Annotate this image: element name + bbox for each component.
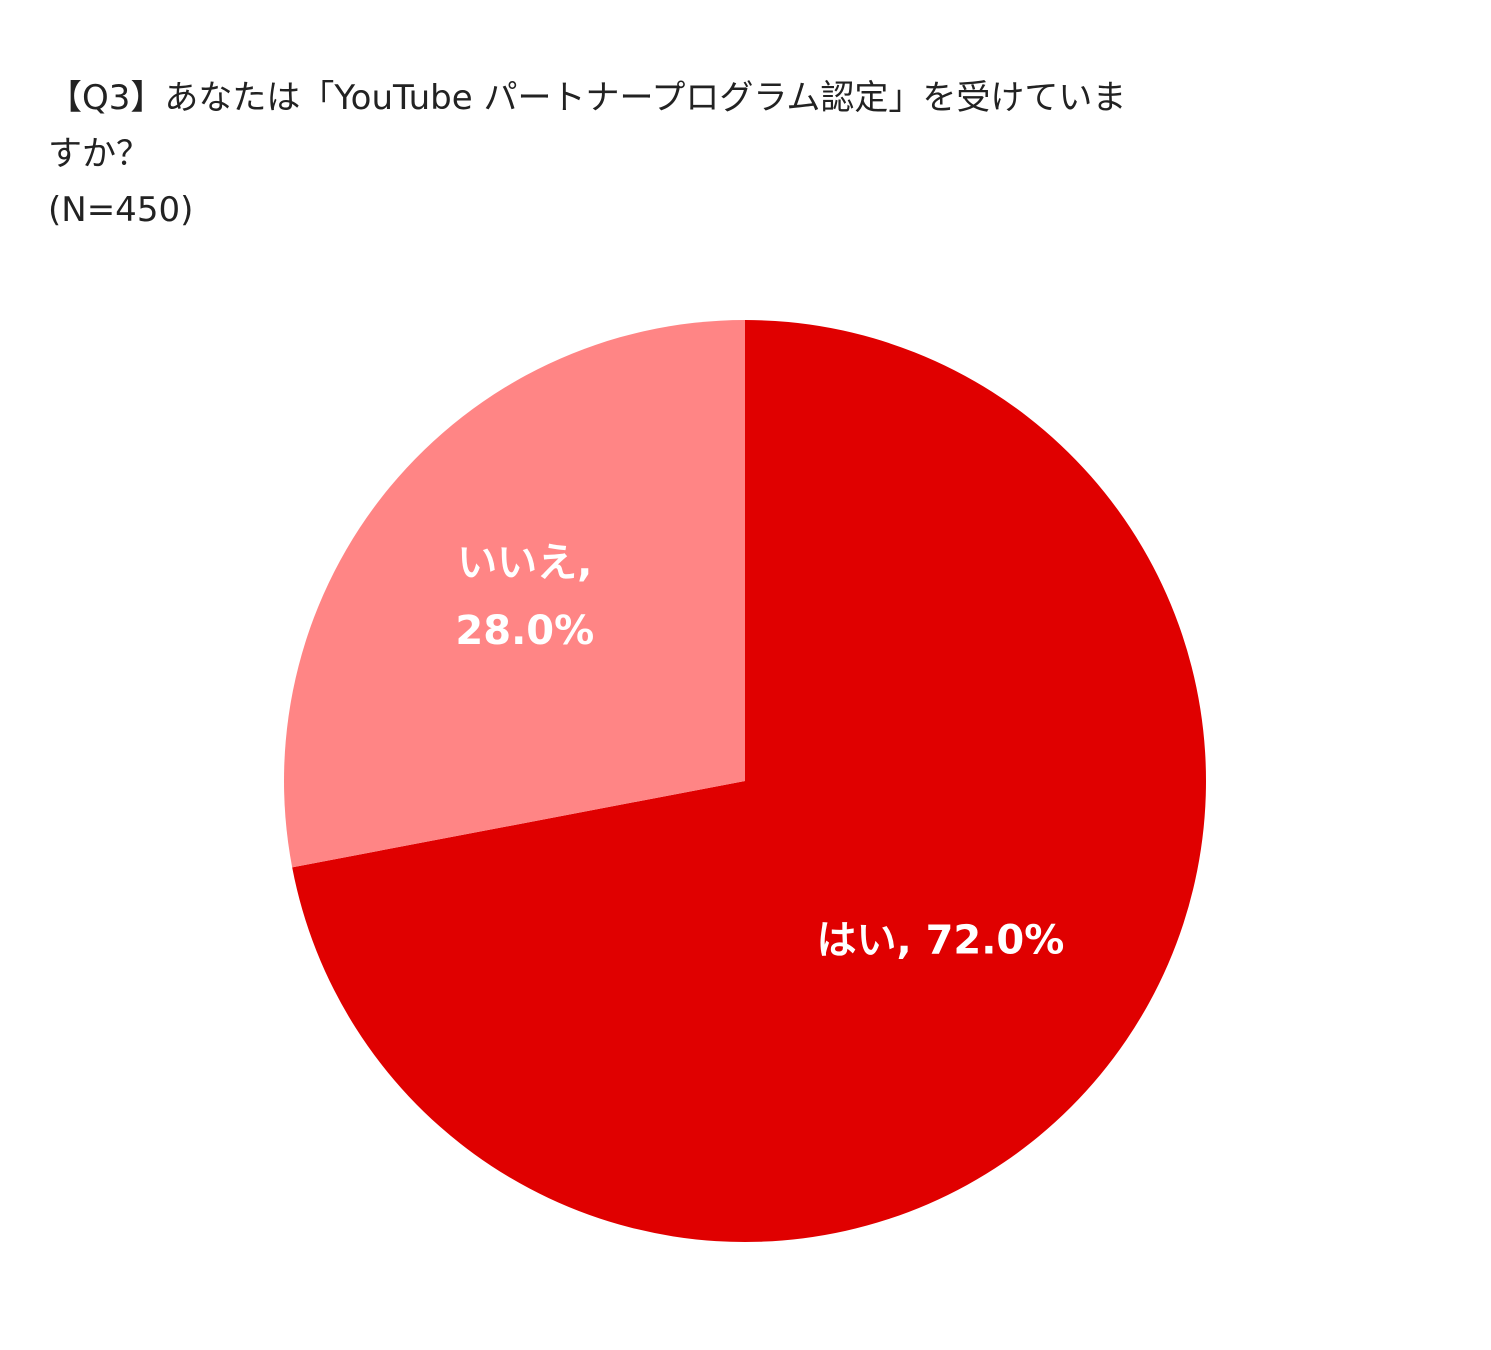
pie-slice-2-label-line-2: 28.0% [455,608,594,654]
pie-slice-1 [292,320,1207,1242]
pie-slice-2-label-line-1: いいえ, [457,540,592,586]
chart-sample-size: (N=450) [48,190,194,230]
chart-title-line-2: すか？ [48,134,150,174]
pie-slice-1-label-line-1: はい, 72.0% [816,918,1064,964]
chart-title-line-1: 【Q3】あなたは「YouTube パートナープログラム認定」を受けていま [48,78,1127,118]
chart-title: 【Q3】あなたは「YouTube パートナープログラム認定」を受けていま すか？… [48,70,1248,238]
pie-slice-2 [284,320,745,868]
pie-labels: はい, 72.0% いいえ, 28.0% [455,540,1064,964]
pie-slices [284,320,1207,1242]
